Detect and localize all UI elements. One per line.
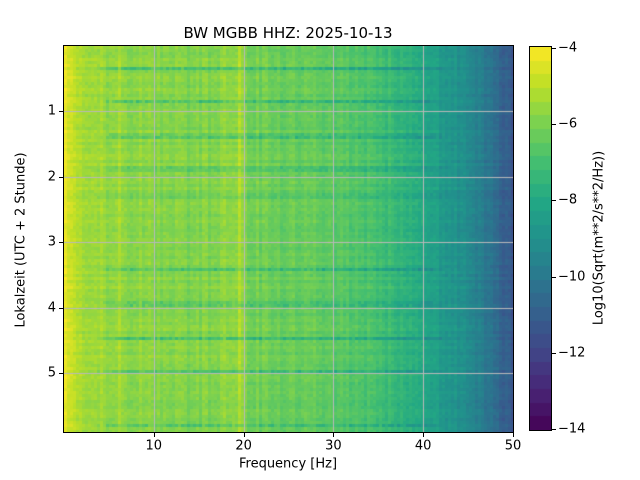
colorbar-tick-mark: [552, 352, 556, 354]
colorbar-tick-label: −4: [558, 40, 578, 56]
x-tick-label: 20: [235, 438, 252, 454]
spectrogram-canvas: [64, 46, 513, 432]
y-tick-label: 1: [47, 103, 56, 119]
colorbar-tick-mark: [552, 429, 556, 430]
x-tick-mark: [513, 433, 514, 437]
colorbar-tick-label: −6: [558, 116, 578, 132]
y-tick-label: 5: [47, 365, 56, 381]
x-tick-mark: [153, 433, 155, 437]
x-tick-label: 30: [325, 438, 342, 454]
x-tick-mark: [423, 433, 425, 437]
x-tick-label: 10: [145, 438, 163, 454]
y-tick-mark: [59, 111, 63, 113]
x-tick-mark: [333, 433, 335, 437]
x-tick-mark: [243, 433, 245, 437]
x-axis-label: Frequency [Hz]: [238, 456, 338, 472]
x-tick-label: 50: [504, 438, 522, 454]
plot-area: [63, 45, 514, 433]
colorbar-tick-label: −12: [558, 345, 586, 361]
colorbar-tick-label: −14: [558, 421, 586, 437]
colorbar-tick-mark: [552, 200, 556, 202]
y-tick-mark: [59, 176, 63, 178]
colorbar-tick-mark: [552, 124, 556, 126]
colorbar: [529, 46, 552, 431]
colorbar-tick-label: −8: [558, 192, 578, 208]
colorbar-tick-mark: [552, 48, 556, 49]
y-tick-label: 4: [47, 300, 56, 316]
y-tick-mark: [59, 307, 63, 309]
y-axis-label: Lokalzeit (UTC + 2 Stunde): [13, 152, 29, 328]
chart-title: BW MGBB HHZ: 2025-10-13: [183, 24, 393, 42]
colorbar-canvas: [530, 47, 551, 430]
colorbar-tick-mark: [552, 276, 556, 278]
x-tick-label: 40: [414, 438, 432, 454]
y-tick-label: 3: [47, 234, 56, 250]
colorbar-label: Log10(Sqrt(m**2/s**2/Hz)): [591, 150, 607, 326]
colorbar-tick-label: −10: [558, 269, 586, 285]
y-tick-mark: [59, 373, 63, 375]
y-tick-mark: [59, 242, 63, 244]
y-tick-label: 2: [47, 169, 56, 185]
